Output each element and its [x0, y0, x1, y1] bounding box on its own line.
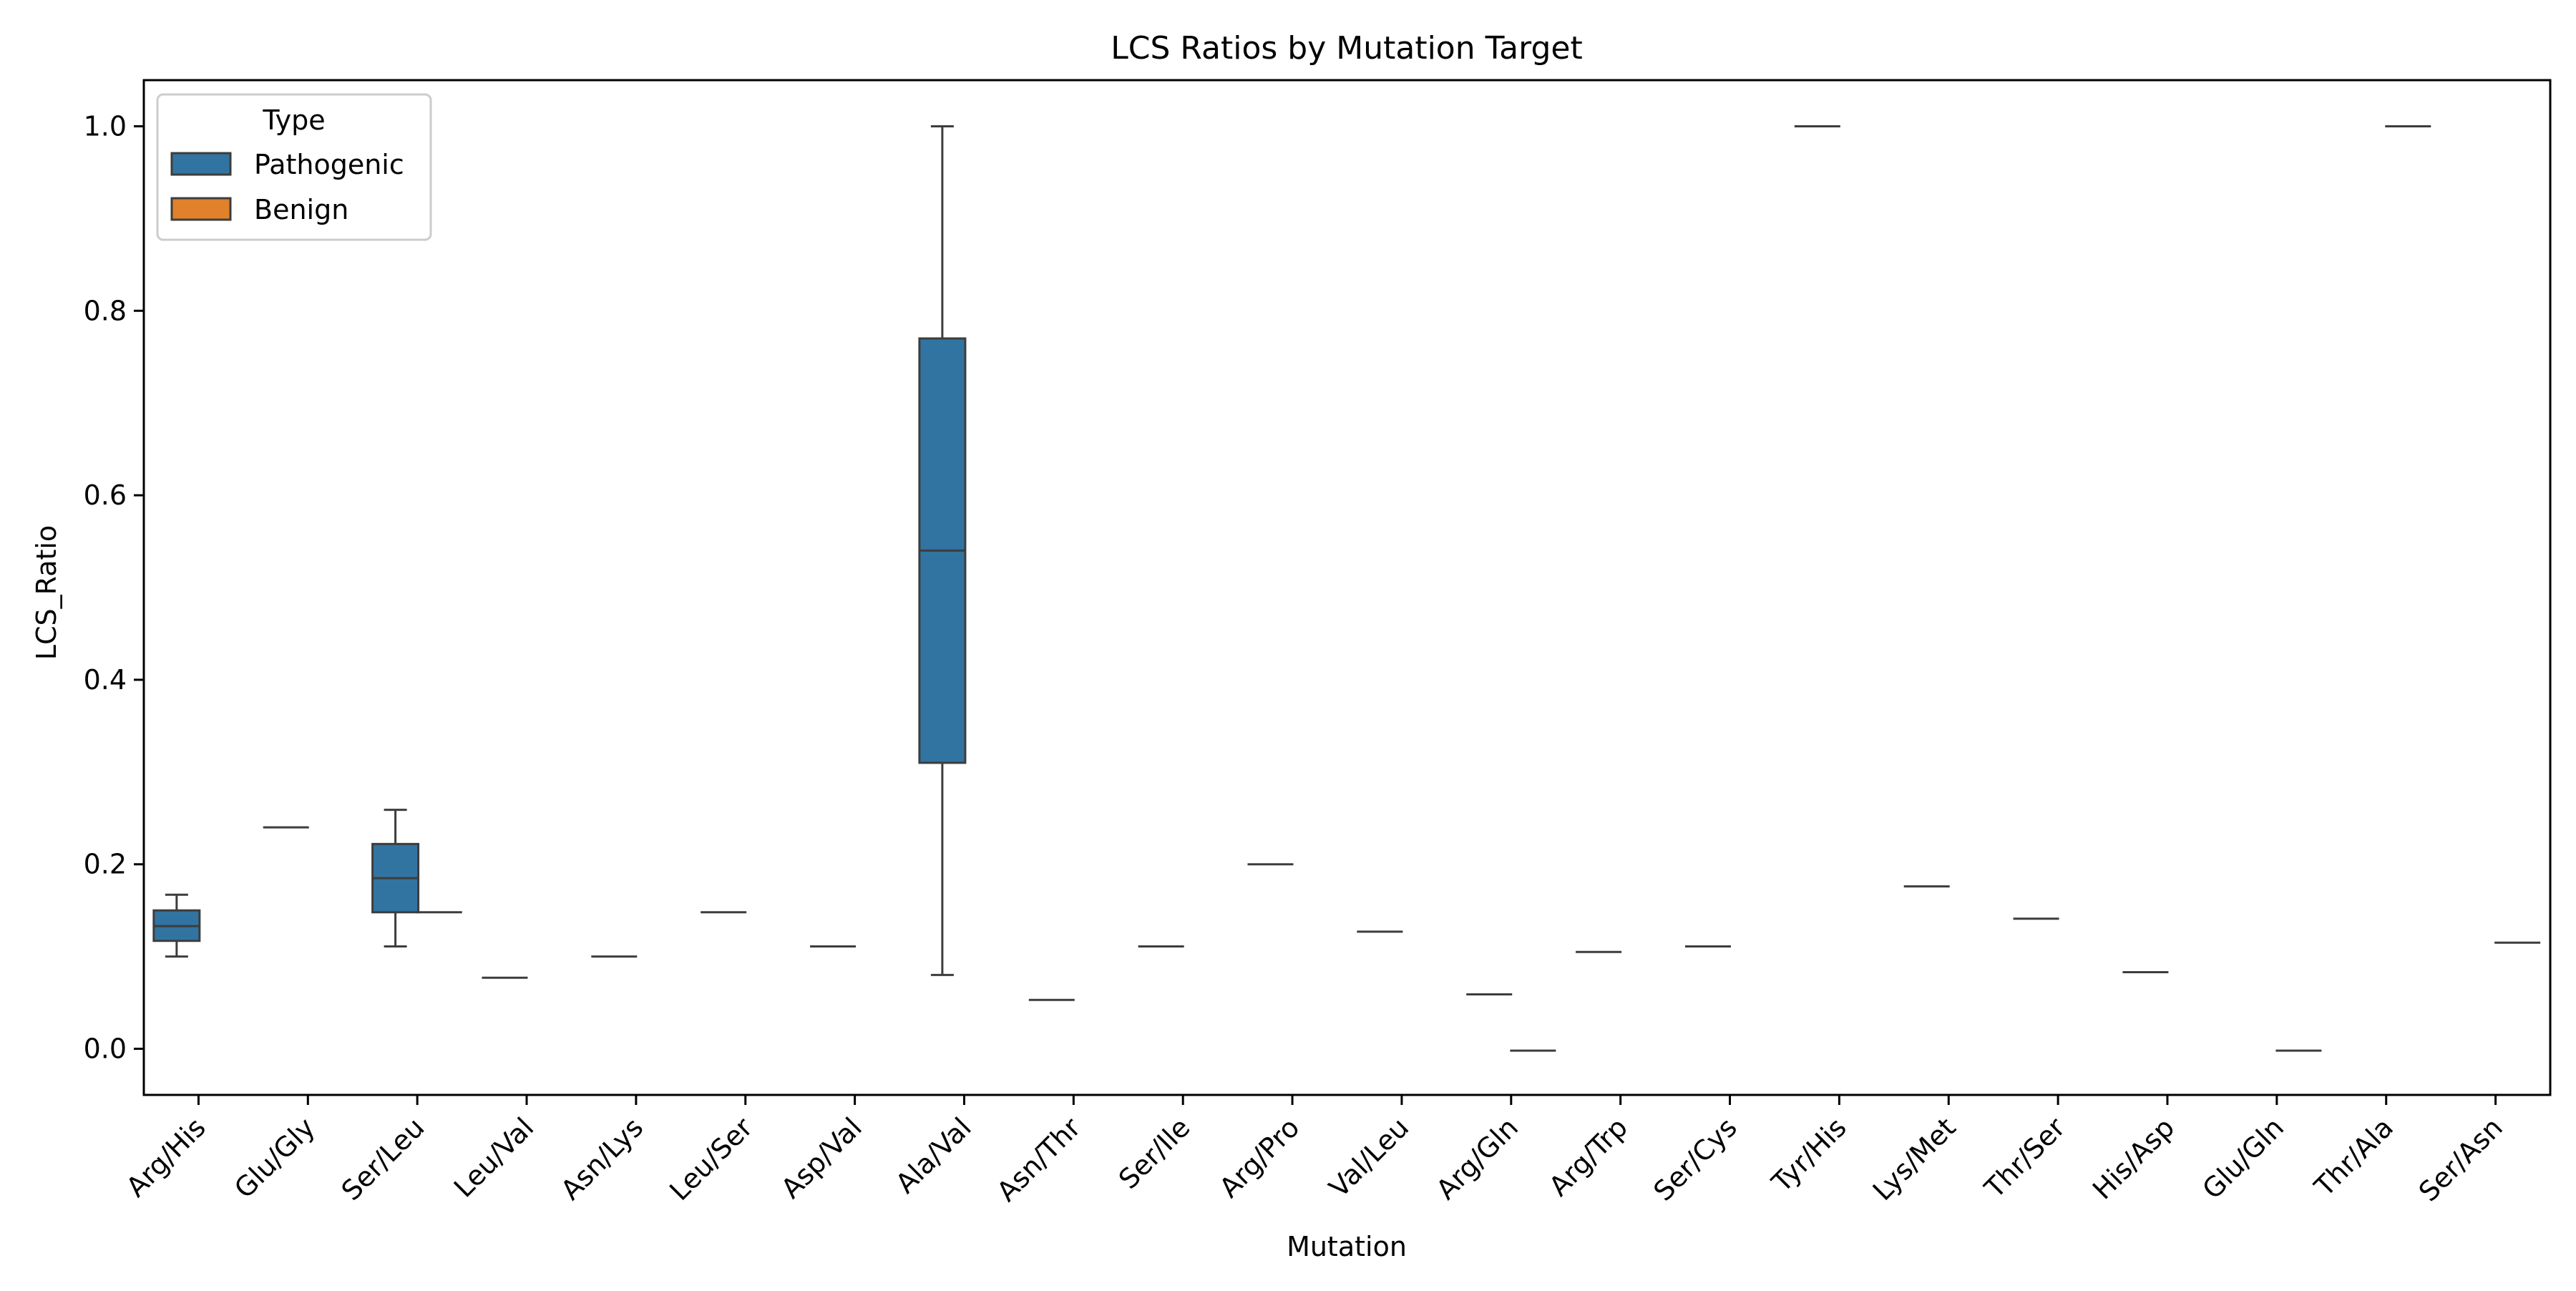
y-axis: 0.0 0.2 0.4 0.6 0.8 1.0 [84, 110, 144, 1065]
y-tick-label: 1.0 [84, 110, 127, 142]
legend-swatch-pathogenic [170, 152, 232, 176]
x-axis-label: Mutation [1287, 1231, 1407, 1262]
box-ala-val-pathogenic [918, 125, 967, 976]
y-axis-label: LCS_Ratio [31, 525, 62, 660]
legend-swatch-benign [170, 197, 232, 221]
box-series [152, 125, 2541, 1052]
legend-label-benign: Benign [254, 194, 348, 225]
y-tick-label: 0.0 [84, 1033, 127, 1065]
y-tick-label: 0.4 [84, 664, 127, 696]
legend-label-pathogenic: Pathogenic [254, 149, 404, 180]
plot-frame [142, 79, 2552, 1096]
y-tick-label: 0.6 [84, 479, 127, 511]
legend: Type Pathogenic Benign [156, 93, 432, 241]
chart-title: LCS Ratios by Mutation Target [1111, 30, 1582, 67]
y-tick-label: 0.8 [84, 295, 127, 326]
box-arg-his-pathogenic [152, 893, 201, 958]
legend-title: Type [262, 104, 325, 136]
box-ser-leu-pathogenic [371, 809, 420, 947]
y-tick-label: 0.2 [84, 849, 127, 880]
